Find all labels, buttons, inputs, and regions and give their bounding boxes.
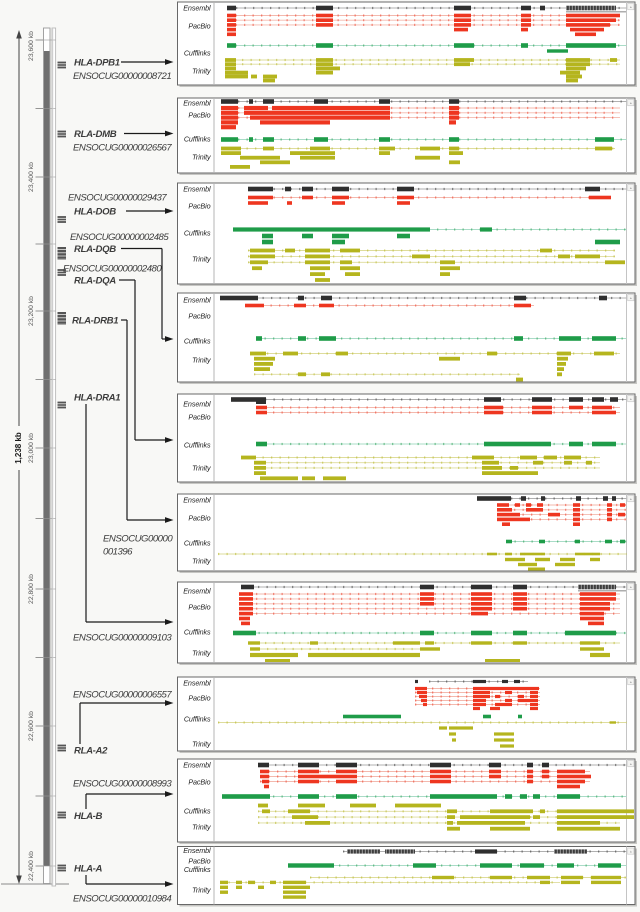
- svg-text:PacBio: PacBio: [188, 111, 210, 120]
- svg-text:ENSOCUG00000026567: ENSOCUG00000026567: [73, 142, 172, 153]
- svg-text:RLA-DQB: RLA-DQB: [74, 244, 116, 255]
- svg-text:HLA-A: HLA-A: [74, 863, 103, 874]
- svg-text:ENSOCUG00000: ENSOCUG00000: [103, 533, 173, 544]
- svg-text:Trinity: Trinity: [192, 153, 211, 162]
- svg-text:HLA-B: HLA-B: [74, 811, 103, 822]
- svg-text:1,238 kb: 1,238 kb: [14, 432, 23, 464]
- svg-text:Ensembl: Ensembl: [183, 296, 211, 305]
- svg-text:ENSOCUG00000009103: ENSOCUG00000009103: [73, 632, 172, 643]
- svg-text:Cufflinks: Cufflinks: [184, 337, 211, 346]
- svg-text:23,400 kb: 23,400 kb: [28, 162, 35, 192]
- svg-text:▲: ▲: [629, 497, 632, 501]
- svg-text:ENSOCUG00000006557: ENSOCUG00000006557: [73, 689, 172, 700]
- svg-text:HLA-DRA1: HLA-DRA1: [74, 392, 120, 403]
- svg-text:ENSOCUG00000002485: ENSOCUG00000002485: [70, 232, 169, 243]
- svg-text:Cufflinks: Cufflinks: [184, 807, 211, 816]
- svg-text:23,600 kb: 23,600 kb: [28, 31, 35, 61]
- svg-text:23,000 kb: 23,000 kb: [28, 433, 35, 463]
- svg-text:Cufflinks: Cufflinks: [184, 539, 211, 548]
- svg-text:PacBio: PacBio: [188, 603, 210, 612]
- svg-text:Cufflinks: Cufflinks: [184, 49, 211, 58]
- svg-text:Cufflinks: Cufflinks: [184, 628, 211, 637]
- svg-text:PacBio: PacBio: [188, 413, 210, 422]
- svg-text:Trinity: Trinity: [192, 557, 211, 566]
- svg-text:Ensembl: Ensembl: [183, 4, 211, 13]
- svg-text:▲: ▲: [629, 680, 632, 684]
- svg-text:Trinity: Trinity: [192, 356, 211, 365]
- svg-text:Ensembl: Ensembl: [183, 400, 211, 409]
- svg-text:RLA-DRB1: RLA-DRB1: [72, 315, 118, 326]
- svg-text:Ensembl: Ensembl: [183, 185, 211, 194]
- svg-text:001396: 001396: [103, 546, 133, 557]
- svg-text:▲: ▲: [629, 585, 632, 589]
- svg-text:Ensembl: Ensembl: [183, 99, 211, 108]
- svg-text:Cufflinks: Cufflinks: [184, 135, 211, 144]
- svg-text:RLA-DQA: RLA-DQA: [74, 275, 116, 286]
- svg-text:Trinity: Trinity: [192, 740, 211, 749]
- svg-text:ENSOCUG00000008721: ENSOCUG00000008721: [73, 71, 171, 82]
- svg-text:▲: ▲: [629, 5, 632, 9]
- svg-text:Ensembl: Ensembl: [183, 679, 211, 688]
- svg-text:▲: ▲: [629, 762, 632, 766]
- svg-text:22,400 kb: 22,400 kb: [28, 851, 35, 881]
- svg-text:RLA-DMB: RLA-DMB: [74, 129, 117, 140]
- svg-text:PacBio: PacBio: [188, 778, 210, 787]
- svg-text:Ensembl: Ensembl: [183, 761, 211, 770]
- svg-text:Trinity: Trinity: [192, 255, 211, 264]
- svg-text:▲: ▲: [629, 101, 632, 105]
- svg-text:23,200 kb: 23,200 kb: [28, 296, 35, 326]
- svg-text:Ensembl: Ensembl: [183, 496, 211, 505]
- svg-text:PacBio: PacBio: [188, 514, 210, 523]
- svg-text:ENSOCUG00000002480: ENSOCUG00000002480: [63, 263, 162, 274]
- svg-text:Cufflinks: Cufflinks: [184, 715, 211, 724]
- svg-text:HLA-DPB1: HLA-DPB1: [74, 57, 120, 68]
- svg-text:Trinity: Trinity: [192, 886, 211, 895]
- svg-text:Cufflinks: Cufflinks: [184, 229, 211, 238]
- svg-text:PacBio: PacBio: [188, 857, 210, 866]
- svg-text:Cufflinks: Cufflinks: [184, 865, 211, 874]
- svg-text:Cufflinks: Cufflinks: [184, 441, 211, 450]
- svg-text:▲: ▲: [629, 296, 632, 300]
- svg-text:Trinity: Trinity: [192, 823, 211, 832]
- svg-text:ENSOCUG00000010984: ENSOCUG00000010984: [73, 893, 171, 904]
- svg-text:HLA-DOB: HLA-DOB: [74, 206, 116, 217]
- svg-text:Trinity: Trinity: [192, 649, 211, 658]
- svg-text:Trinity: Trinity: [192, 464, 211, 473]
- svg-text:22,600 kb: 22,600 kb: [28, 711, 35, 741]
- svg-text:▲: ▲: [629, 850, 632, 854]
- svg-text:▲: ▲: [629, 397, 632, 401]
- svg-text:▲: ▲: [629, 186, 632, 190]
- svg-text:PacBio: PacBio: [188, 22, 210, 31]
- svg-text:Ensembl: Ensembl: [183, 846, 211, 855]
- svg-text:Ensembl: Ensembl: [183, 587, 211, 596]
- svg-text:ENSOCUG00000029437: ENSOCUG00000029437: [68, 192, 167, 203]
- svg-text:ENSOCUG00000008993: ENSOCUG00000008993: [73, 778, 172, 789]
- svg-text:22,800 kb: 22,800 kb: [28, 574, 35, 604]
- svg-text:PacBio: PacBio: [188, 202, 210, 211]
- svg-text:PacBio: PacBio: [188, 312, 210, 321]
- svg-text:RLA-A2: RLA-A2: [74, 745, 108, 756]
- svg-text:Trinity: Trinity: [192, 67, 211, 76]
- svg-text:PacBio: PacBio: [188, 694, 210, 703]
